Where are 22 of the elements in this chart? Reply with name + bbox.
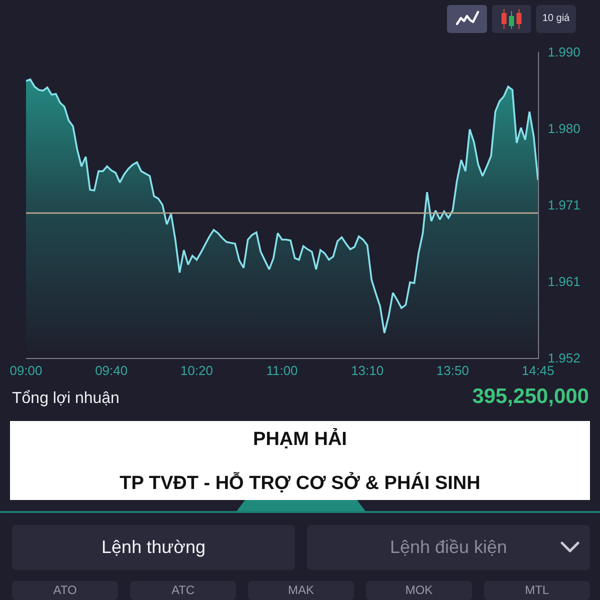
y-tick-label: 1.961 (548, 274, 580, 290)
order-type-button: Lệnh thường (12, 525, 295, 570)
text: PHẠM HẢI (253, 429, 347, 451)
text: 395,250,000 (472, 384, 589, 410)
x-tick-label: 09:40 (95, 362, 128, 378)
order-option-button: ATO (12, 581, 118, 600)
price-levels-button: 10 giá (536, 5, 576, 33)
x-tick-label: 13:50 (436, 362, 469, 378)
y-tick-label: 1.971 (548, 198, 580, 213)
y-tick-label: 1.990 (548, 44, 580, 60)
order-option-button: ATC (130, 581, 236, 600)
order-type-button: Lệnh điều kiện (307, 525, 590, 570)
order-option-button: MAK (248, 581, 354, 600)
x-tick-label: 09:00 (10, 362, 42, 378)
order-option-button: MTL (484, 581, 590, 600)
y-tick-label: 1.980 (548, 121, 580, 136)
text: TP TVĐT - HỖ TRỢ CƠ SỞ & PHÁI SINH (120, 473, 480, 495)
x-tick-label: 10:20 (180, 362, 213, 378)
x-tick-label: 13:10 (351, 362, 384, 378)
order-option-button: MOK (366, 581, 472, 600)
text: Tổng lợi nhuận (12, 390, 120, 408)
x-tick-label: 11:00 (266, 362, 298, 378)
